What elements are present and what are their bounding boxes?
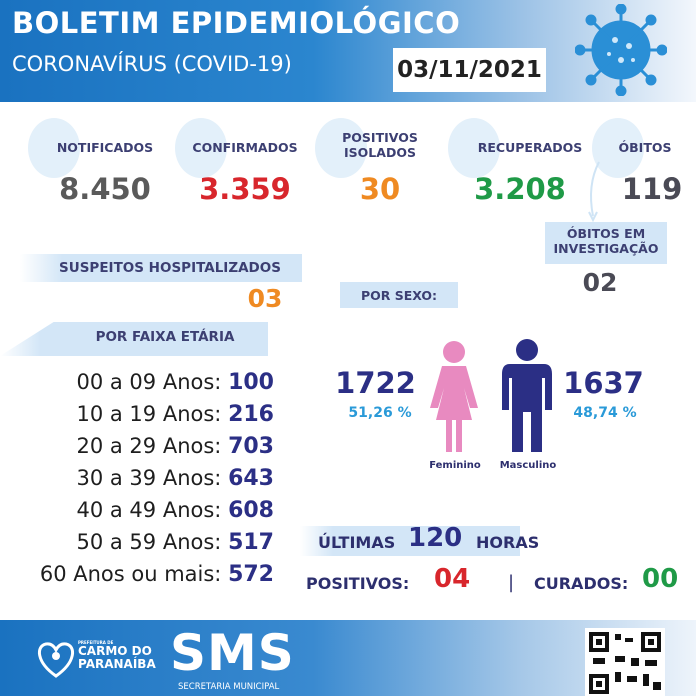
ultimas-band [300, 526, 520, 556]
list-item: 00 a 09 Anos: 100 [76, 370, 274, 395]
virus-icon [575, 4, 667, 96]
obitos-investigacao-value: 02 [582, 268, 618, 297]
ultimas-suffix: HORAS [476, 533, 540, 552]
stat-value-obitos: 119 [621, 172, 683, 206]
ultimas-hours: 120 [408, 523, 463, 553]
bubble-decoration [592, 118, 644, 178]
list-item: 60 Anos ou mais: 572 [39, 562, 274, 587]
feminino-pct: 51,26 % [348, 405, 412, 421]
footer-banner: PREFEITURA DE CARMO DO PARANAÍBA SMS SEC… [0, 620, 696, 696]
bubble-decoration [175, 118, 227, 178]
list-item: 10 a 19 Anos: 216 [76, 402, 274, 427]
city-name-1: CARMO DO [78, 644, 152, 658]
city-name-2: PARANAÍBA [78, 657, 156, 671]
city-logo-icon [37, 642, 75, 678]
header-banner: BOLETIM EPIDEMIOLÓGICO CORONAVÍRUS (COVI… [0, 0, 696, 102]
list-item: 50 a 59 Anos: 517 [76, 530, 274, 555]
stat-value-positivos-isolados: 30 [359, 172, 401, 206]
curados-label: CURADOS: [534, 574, 629, 593]
feminino-label: Feminino [429, 460, 481, 471]
suspeitos-value: 03 [247, 284, 283, 313]
bubble-decoration [315, 118, 367, 178]
secretaria-text: SECRETARIA MUNICIPAL [178, 682, 280, 692]
bubble-decoration [448, 118, 500, 178]
curados-value: 00 [642, 564, 679, 594]
female-figure-icon [430, 341, 478, 452]
qr-code-icon[interactable] [585, 628, 665, 696]
positivos-value: 04 [434, 564, 471, 594]
ultimas-prefix: ÚLTIMAS [318, 533, 396, 552]
stat-value-notificados: 8.450 [59, 172, 151, 206]
page-subtitle: CORONAVÍRUS (COVID-19) [12, 52, 292, 76]
obitos-investigacao-label: ÓBITOS EM INVESTIGAÇÃO [553, 226, 659, 256]
masculino-pct: 48,74 % [573, 405, 637, 421]
bubble-decoration [28, 118, 80, 178]
stat-label-recuperados: RECUPERADOS [477, 140, 583, 155]
stat-label-confirmados: CONFIRMADOS [192, 140, 298, 155]
male-figure-icon [502, 339, 552, 452]
sms-logo: SMS [170, 624, 295, 682]
stat-label-obitos: ÓBITOS [618, 140, 672, 155]
bulletin-date: 03/11/2021 [393, 48, 546, 92]
list-item: 20 a 29 Anos: 703 [76, 434, 274, 459]
page-title: BOLETIM EPIDEMIOLÓGICO [12, 6, 461, 40]
separator: | [508, 572, 515, 593]
stat-value-confirmados: 3.359 [199, 172, 291, 206]
feminino-value: 1722 [335, 366, 416, 400]
list-item: 30 a 39 Anos: 643 [76, 466, 274, 491]
list-item: 40 a 49 Anos: 608 [76, 498, 274, 523]
arrow-icon [588, 161, 600, 222]
prefeitura-text: PREFEITURA DE [78, 640, 114, 645]
masculino-label: Masculino [499, 460, 557, 471]
stat-label-positivos-isolados: POSITIVOS ISOLADOS [342, 130, 418, 160]
positivos-label: POSITIVOS: [306, 574, 410, 593]
obitos-investigacao-box [545, 222, 667, 264]
stat-label-notificados: NOTIFICADOS [56, 140, 154, 155]
masculino-value: 1637 [563, 366, 644, 400]
sexo-label: POR SEXO: [360, 288, 438, 303]
suspeitos-band [20, 254, 302, 282]
suspeitos-label: SUSPEITOS HOSPITALIZADOS [59, 260, 281, 276]
sexo-box [340, 282, 458, 308]
faixa-label: POR FAIXA ETÁRIA [95, 329, 235, 345]
stat-value-recuperados: 3.208 [474, 172, 566, 206]
